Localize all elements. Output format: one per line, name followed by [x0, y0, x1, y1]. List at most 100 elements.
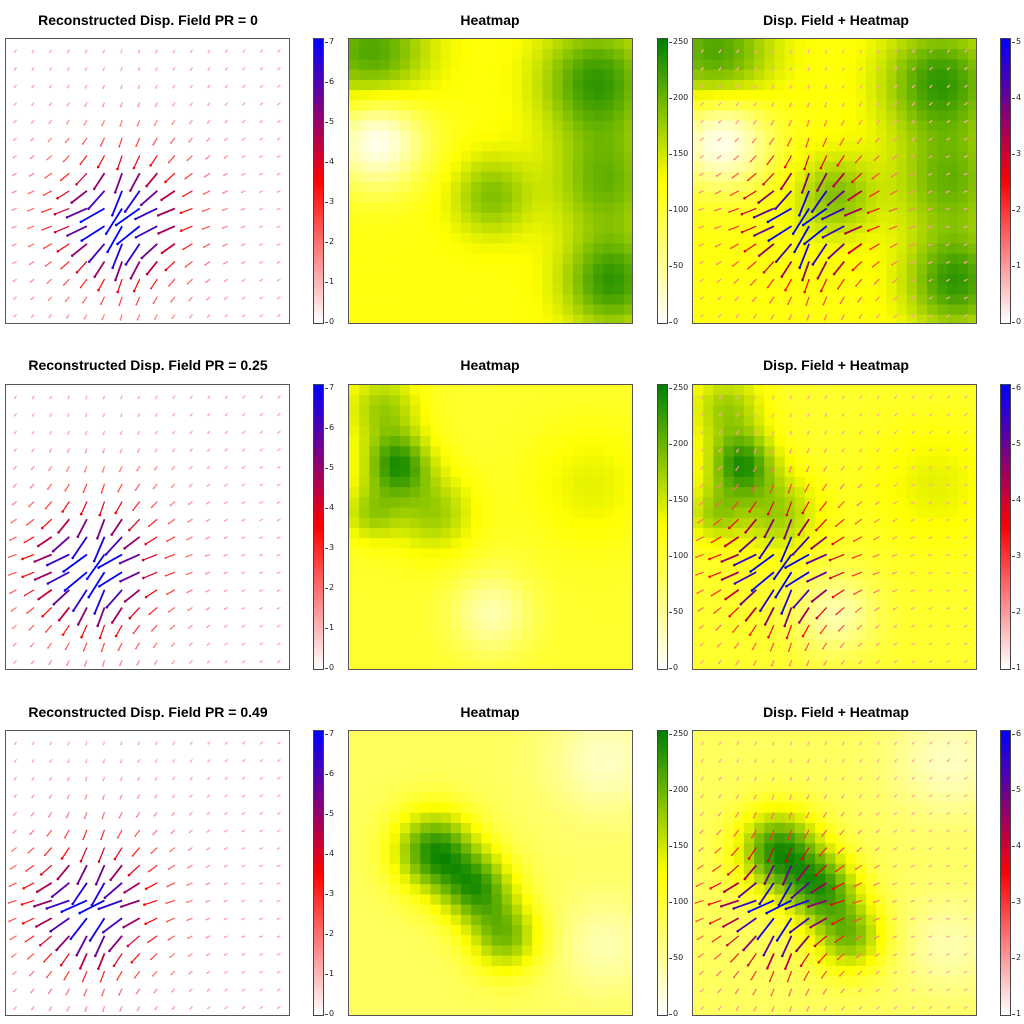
heatmap-row1-cell	[562, 202, 574, 214]
heatmap-row2-cell	[379, 640, 391, 652]
overlay-row2-svg	[693, 385, 976, 669]
overlay-heat-row2-cell	[906, 558, 918, 570]
heatmap-row1-cell	[562, 314, 574, 323]
overlay-heat-row1-cell	[896, 69, 908, 81]
overlay-field-row1-arrowhead	[767, 239, 771, 242]
overlay-heat-row2-cell	[754, 497, 765, 509]
field-row2-arrowhead	[189, 467, 192, 470]
heatmap-row2-cell	[603, 487, 615, 498]
overlay-heat-row2-cell	[967, 660, 976, 669]
heatmap-row1-cell	[389, 100, 401, 112]
heatmap-row2-cell	[593, 660, 605, 669]
overlay-field-row1-arrowhead	[728, 211, 731, 213]
field-row1-arrowhead	[13, 103, 16, 106]
overlay-field-row1-arrow	[741, 225, 757, 233]
field-row2-arrow	[153, 483, 158, 489]
field-row1-arrowhead	[12, 280, 15, 283]
field-row1-arrow	[184, 172, 193, 180]
overlay-heat-row2-cell	[743, 650, 755, 662]
field-row2-arrowhead	[10, 521, 13, 524]
overlay-heat-row1-cell	[804, 69, 816, 81]
field-row1-arrowhead	[31, 68, 34, 71]
field-row2-arrow	[124, 589, 141, 603]
field-row1-arrowhead	[205, 281, 208, 284]
heatmap-row2-cell	[379, 630, 391, 641]
field-row2-arrow	[76, 518, 88, 538]
overlay-heat-row1-cell	[886, 233, 898, 244]
heatmap-row2-cell	[379, 425, 391, 437]
overlay-heat-row1-cell	[784, 212, 796, 224]
heatmap-row2-cell	[430, 405, 442, 417]
overlay-heat-row1-cell	[927, 222, 938, 234]
heatmap-row1-cell	[532, 110, 543, 122]
heatmap-row2-cell	[440, 395, 452, 407]
overlay-heat-row2-cell	[743, 436, 755, 447]
overlay-field-row1-arrow	[848, 190, 863, 201]
overlay-heat-row1-cell	[845, 233, 857, 244]
overlay-heat-row1-cell	[693, 161, 704, 173]
overlay-heat-row2-cell	[916, 660, 928, 669]
overlay-heat-row2-cell	[855, 599, 867, 611]
heatmap-row1-cell	[562, 130, 574, 142]
heatmap-row2-cell	[379, 568, 391, 580]
heatmap-row1-cell	[359, 243, 370, 255]
heatmap-row2-cell	[349, 385, 360, 396]
overlay-heat-row2-cell	[713, 619, 725, 631]
heatmap-row2-cell	[532, 395, 543, 407]
overlay-field-row1-arrow	[869, 190, 880, 197]
heatmap-row2-cell	[562, 589, 574, 601]
heatmap-row1-cell	[522, 120, 533, 132]
overlay-heat-row2-cell	[713, 538, 725, 550]
heatmap-row1-cell	[542, 284, 554, 295]
heatmap-row1-cell	[481, 202, 493, 214]
heatmap-row2-cell	[379, 528, 391, 539]
overlay-heat-row1-cell	[906, 171, 918, 183]
overlay-field-row2-arrowhead	[946, 484, 949, 487]
heatmap-row2-cell	[562, 436, 574, 447]
field-row2-arrowhead	[117, 490, 120, 493]
field-row2-arrowhead	[117, 649, 120, 651]
heatmap-row1-cell	[450, 314, 462, 323]
field-row2-arrowhead	[259, 467, 262, 469]
overlay-heat-row2-cell	[866, 436, 877, 447]
field-row1-arrow	[135, 225, 158, 239]
heatmap-row2-cell	[389, 558, 401, 570]
overlay-heat-row1-cell	[886, 192, 898, 204]
heatmap-row2-cell	[440, 538, 452, 550]
field-row2-arrowhead	[13, 467, 16, 470]
heatmap-row1-cell	[511, 39, 523, 50]
field-row1-arrowhead	[84, 105, 86, 107]
field-row1-arrowhead	[42, 247, 45, 250]
heatmap-row1-cell	[522, 49, 533, 61]
heatmap-row1-cell	[430, 222, 442, 234]
overlay-heat-row2-cell	[804, 476, 816, 488]
overlay-field-row1-arrowhead	[855, 284, 857, 287]
overlay-heat-row2-cell	[845, 589, 857, 601]
overlay-field-row1-arrowhead	[859, 69, 862, 71]
field-row2-arrowhead	[9, 539, 11, 542]
field-row2-arrowhead	[31, 450, 34, 453]
field-row1-arrowhead	[139, 203, 143, 207]
heatmap-row2-cell	[450, 609, 462, 621]
overlay-heat-row2-cell	[967, 466, 976, 478]
overlay-heat-row2-cell	[906, 619, 918, 631]
heatmap-row2-cell	[460, 517, 472, 529]
field-row2-arrow	[26, 518, 35, 526]
overlay-field-row1-arrowhead	[876, 104, 879, 107]
field-row1-arrowhead	[258, 191, 261, 194]
heatmap-row1-cell	[481, 59, 493, 71]
field-row2-arrow	[186, 589, 193, 594]
heatmap-row2-cell	[440, 446, 452, 458]
heatmap-row2-cell	[522, 436, 533, 447]
overlay-heat-row1-cell	[916, 130, 928, 142]
heatmap-row1-cell	[430, 192, 442, 204]
heat-colorbar-row1-tick: 50	[668, 261, 684, 270]
overlay-heat-row1-cell	[835, 243, 847, 255]
heatmap-row1-cell	[450, 39, 462, 50]
heatmap-row2-cell	[460, 640, 472, 652]
field-row2-arrow	[9, 589, 17, 594]
overlay-heat-row2-cell	[815, 466, 826, 478]
heatmap-row2-cell	[349, 425, 360, 437]
heatmap-row1-cell	[603, 69, 615, 81]
field-row2-arrowhead	[224, 414, 227, 417]
